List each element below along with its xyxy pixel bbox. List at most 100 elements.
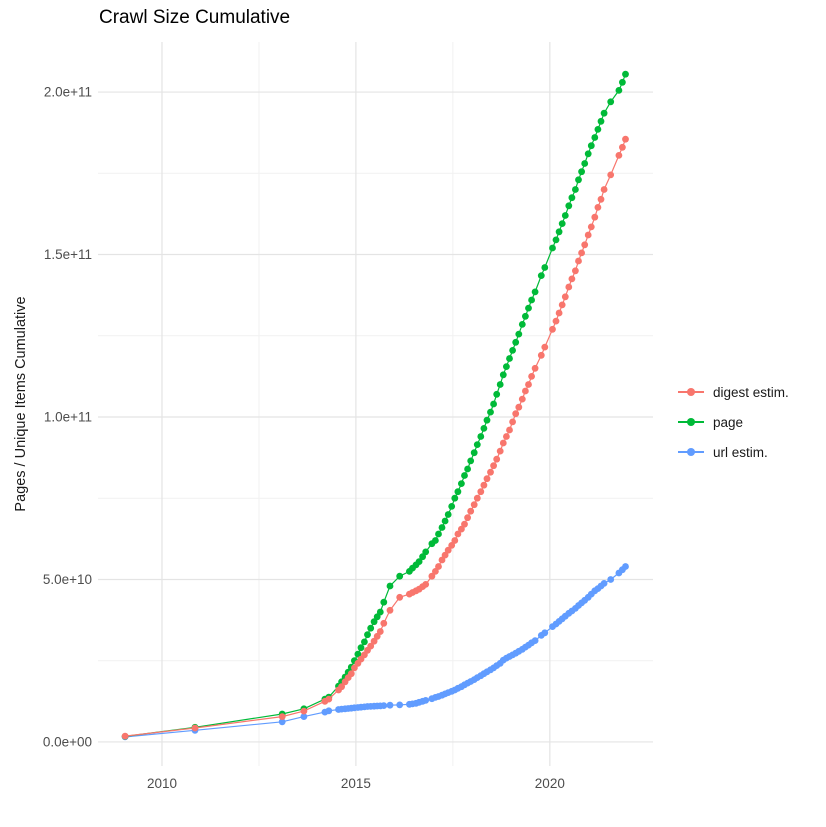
data-point — [503, 363, 510, 370]
data-point — [461, 472, 468, 479]
data-point — [537, 272, 545, 279]
data-point — [518, 321, 526, 328]
data-point — [597, 117, 605, 125]
data-point — [380, 619, 388, 627]
data-point — [432, 568, 439, 575]
data-point — [615, 87, 623, 94]
data-point — [300, 713, 308, 720]
data-point — [594, 204, 602, 211]
data-point — [584, 231, 592, 239]
data-point — [581, 241, 589, 249]
data-point — [600, 580, 608, 587]
data-point — [477, 433, 485, 440]
data-point — [572, 267, 579, 275]
data-point — [591, 134, 599, 141]
data-point — [338, 683, 345, 691]
data-point — [451, 494, 459, 502]
data-point — [512, 338, 520, 346]
data-point — [373, 632, 381, 640]
data-point — [575, 176, 582, 184]
data-point — [622, 70, 629, 78]
legend-item-page: page — [678, 407, 789, 437]
data-point — [493, 455, 501, 463]
data-point — [555, 309, 563, 317]
data-point — [483, 416, 491, 424]
data-point — [448, 542, 456, 549]
data-point — [376, 608, 384, 616]
legend-label: digest estim. — [713, 384, 789, 400]
data-point — [444, 511, 452, 518]
data-point — [357, 644, 365, 652]
data-point — [622, 563, 629, 570]
data-point — [549, 244, 556, 252]
data-point — [396, 572, 404, 580]
x-tick-label: 2015 — [341, 776, 371, 791]
data-point — [587, 223, 595, 231]
data-point — [490, 462, 497, 470]
data-point — [584, 150, 592, 158]
data-point — [558, 220, 566, 228]
data-point — [487, 408, 494, 416]
data-point — [568, 194, 576, 202]
data-point — [528, 373, 535, 380]
data-point — [607, 171, 615, 179]
data-point — [386, 606, 394, 614]
data-point — [415, 558, 423, 565]
data-point — [422, 697, 430, 704]
data-point — [578, 249, 585, 257]
data-point — [461, 520, 468, 528]
data-point — [370, 618, 378, 626]
data-point — [561, 212, 569, 219]
data-point — [503, 433, 510, 440]
data-point — [549, 325, 556, 333]
data-point — [467, 507, 475, 515]
data-point — [422, 548, 430, 556]
data-point — [325, 707, 333, 715]
legend-label: url estim. — [713, 444, 768, 460]
data-point — [512, 410, 520, 418]
y-tick-label: 2.0e+11 — [44, 85, 92, 100]
data-point — [600, 186, 608, 193]
data-point — [448, 503, 456, 510]
data-point — [458, 525, 465, 533]
data-point — [347, 670, 355, 678]
data-point — [367, 642, 375, 650]
data-point — [552, 317, 560, 325]
data-point — [531, 288, 539, 296]
data-point — [506, 426, 513, 434]
data-point — [473, 441, 481, 448]
data-point — [454, 530, 462, 538]
x-tick-label: 2020 — [535, 776, 565, 791]
legend-item-url: url estim. — [678, 437, 789, 467]
data-point — [367, 624, 375, 632]
data-point — [496, 447, 504, 455]
data-point — [351, 664, 358, 672]
data-point — [483, 475, 491, 483]
data-point — [525, 381, 532, 388]
data-point — [419, 553, 426, 561]
data-point — [578, 168, 585, 176]
data-point — [568, 275, 576, 283]
data-point — [600, 109, 608, 117]
y-tick-label: 5.0e+10 — [43, 572, 92, 587]
data-point — [470, 501, 478, 509]
y-tick-label: 0.0e+00 — [43, 734, 92, 749]
data-point — [380, 598, 388, 606]
y-tick-label: 1.0e+11 — [44, 409, 92, 424]
data-point — [622, 135, 629, 143]
series-line-url-estim- — [125, 566, 626, 738]
data-point — [558, 301, 566, 309]
data-point — [370, 637, 378, 645]
data-point — [477, 488, 485, 496]
data-point — [467, 457, 475, 465]
data-point — [537, 351, 545, 359]
data-point — [619, 143, 626, 151]
data-point — [396, 701, 404, 709]
data-point — [493, 390, 501, 398]
data-point — [386, 701, 394, 709]
data-point — [607, 98, 615, 106]
data-point — [278, 713, 286, 720]
data-point — [522, 387, 529, 395]
data-point — [380, 702, 388, 709]
